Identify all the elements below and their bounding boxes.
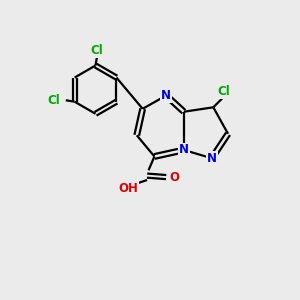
Text: Cl: Cl <box>217 85 230 98</box>
Text: OH: OH <box>118 182 138 195</box>
Text: Cl: Cl <box>48 94 60 107</box>
Text: N: N <box>161 89 171 102</box>
Text: N: N <box>179 143 189 157</box>
Text: N: N <box>207 152 217 165</box>
Text: Cl: Cl <box>91 44 103 57</box>
Text: O: O <box>169 171 179 184</box>
